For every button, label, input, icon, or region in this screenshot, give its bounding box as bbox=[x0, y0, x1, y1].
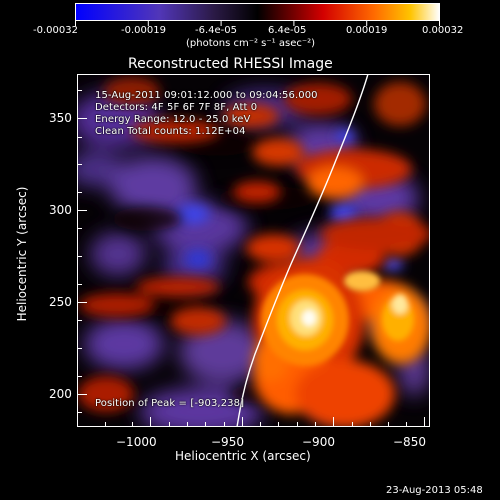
colorbar-tick-label: 0.00019 bbox=[346, 25, 388, 36]
axis-ticks bbox=[77, 90, 425, 427]
x-tick-label: −900 bbox=[302, 435, 335, 449]
colorbar-units: (photons cm⁻² s⁻¹ asec⁻²) bbox=[186, 38, 316, 49]
bright-core bbox=[261, 271, 414, 366]
colorbar bbox=[75, 3, 440, 21]
y-axis-label: Heliocentric Y (arcsec) bbox=[15, 186, 29, 322]
peak-position-text: Position of Peak = [-903,238] bbox=[95, 398, 245, 409]
y-tick-label: 200 bbox=[49, 387, 72, 401]
rhessi-image-plot bbox=[77, 74, 430, 427]
colorbar-tick-label: -0.00032 bbox=[33, 25, 78, 36]
plot-title: Reconstructed RHESSI Image bbox=[128, 56, 333, 72]
colorbar-tick-label: -0.00019 bbox=[121, 25, 166, 36]
heatmap-image bbox=[77, 74, 430, 427]
energy-range-text: Energy Range: 12.0 - 25.0 keV bbox=[95, 114, 251, 125]
footer-date: 23-Aug-2013 05:48 bbox=[386, 485, 483, 496]
detectors-text: Detectors: 4F 5F 6F 7F 8F, Att 0 bbox=[95, 102, 258, 113]
negative-emission-regions bbox=[77, 90, 430, 427]
colorbar-ticks bbox=[75, 20, 440, 26]
observation-time-text: 15-Aug-2011 09:01:12.000 to 09:04:56.000 bbox=[95, 90, 318, 101]
x-tick-label: −1000 bbox=[116, 435, 157, 449]
colorbar-tick-label: 6.4e-05 bbox=[268, 25, 307, 36]
y-tick-label: 250 bbox=[49, 295, 72, 309]
x-axis-label: Heliocentric X (arcsec) bbox=[175, 449, 311, 463]
y-tick-label: 300 bbox=[49, 203, 72, 217]
colorbar-tick-label: 0.00032 bbox=[422, 25, 464, 36]
solar-limb bbox=[236, 74, 369, 427]
colorbar-tick-label: -6.4e-05 bbox=[195, 25, 237, 36]
x-tick-label: −950 bbox=[211, 435, 244, 449]
y-tick-label: 350 bbox=[49, 111, 72, 125]
x-tick-label: −850 bbox=[393, 435, 426, 449]
clean-total-counts-text: Clean Total counts: 1.12E+04 bbox=[95, 126, 246, 137]
